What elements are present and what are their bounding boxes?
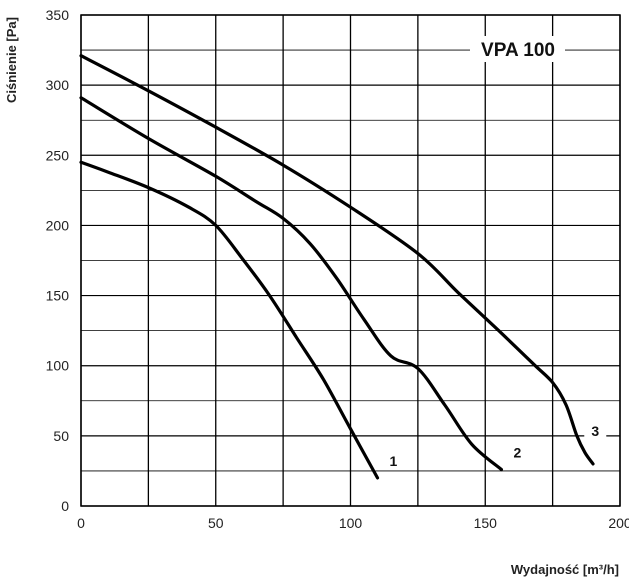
y-tick-label: 150 — [46, 288, 70, 304]
x-tick-label: 100 — [339, 515, 363, 531]
x-tick-label: 200 — [608, 515, 629, 531]
x-tick-label: 0 — [77, 515, 85, 531]
chart-title: VPA 100 — [481, 40, 555, 61]
y-tick-label: 0 — [61, 498, 69, 514]
curve-label-1: 1 — [390, 453, 398, 469]
x-tick-label: 150 — [474, 515, 498, 531]
x-axis-title: Wydajność [m³/h] — [511, 562, 619, 577]
y-tick-label: 200 — [46, 217, 70, 233]
y-tick-label: 250 — [46, 147, 70, 163]
y-tick-label: 300 — [46, 77, 70, 93]
y-tick-label: 100 — [46, 358, 70, 374]
x-tick-label: 50 — [208, 515, 224, 531]
y-tick-label: 50 — [53, 428, 69, 444]
y-tick-label: 350 — [46, 7, 70, 23]
title-box: VPA 100 — [470, 36, 565, 62]
y-axis-title: Ciśnienie [Pa] — [4, 17, 19, 103]
curve-label-3: 3 — [591, 423, 599, 439]
curve-label-2: 2 — [514, 445, 522, 461]
